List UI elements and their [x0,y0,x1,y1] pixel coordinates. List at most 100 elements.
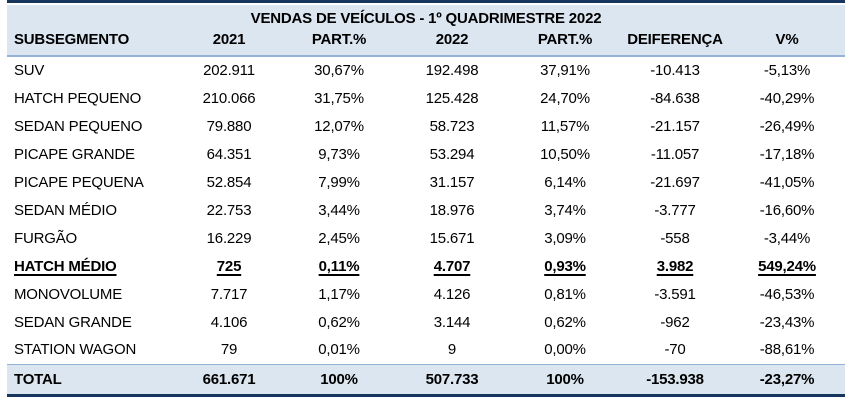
table-cell: 31,75% [283,84,395,112]
table-cell: -5,13% [729,56,846,84]
table-cell: 3,44% [283,196,395,224]
table-row: SUV 202.911 30,67% 192.498 37,91% -10.413 -5,1… [7,56,846,84]
table-cell: -21.157 [621,112,729,140]
total-cell: 507.733 [395,363,509,397]
table-cell: 18.976 [395,196,509,224]
table-row: FURGÃO 16.229 2,45% 15.671 3,09% -558 -3,44% [7,224,846,252]
table-body: SUV 202.911 30,67% 192.498 37,91% -10.413 -5,1… [7,56,846,364]
table-title: VENDAS DE VEÍCULOS - 1º QUADRIMESTRE 202… [7,5,846,28]
column-header-2: PART.% [283,28,395,57]
table-cell: 0,11% [283,252,395,280]
row-label: HATCH MÉDIO [7,252,175,280]
table-cell: 52.854 [175,168,283,196]
vehicle-sales-table: VENDAS DE VEÍCULOS - 1º QUADRIMESTRE 202… [7,0,846,397]
table-row: HATCH MÉDIO 725 0,11% 4.707 0,93% 3.982 549,24… [7,252,846,280]
table-cell: 2,45% [283,224,395,252]
column-header-5: DEIFERENÇA [621,28,729,57]
table-cell: 79.880 [175,112,283,140]
table-cell: 6,14% [509,168,621,196]
row-label: PICAPE PEQUENA [7,168,175,196]
table-cell: 10,50% [509,140,621,168]
table-cell: 1,17% [283,280,395,308]
table-cell: 3.144 [395,308,509,336]
table-cell: 0,81% [509,280,621,308]
table-cell: -40,29% [729,84,846,112]
row-label: SEDAN GRANDE [7,308,175,336]
total-cell: 100% [283,363,395,397]
table-cell: 64.351 [175,140,283,168]
table-cell: 16.229 [175,224,283,252]
table-cell: -3.591 [621,280,729,308]
table-cell: 22.753 [175,196,283,224]
table-row: HATCH PEQUENO 210.066 31,75% 125.428 24,70% -… [7,84,846,112]
table-cell: 3,09% [509,224,621,252]
column-header-6: V% [729,28,846,57]
table-cell: 725 [175,252,283,280]
table-cell: -10.413 [621,56,729,84]
table-cell: 58.723 [395,112,509,140]
row-label: HATCH PEQUENO [7,84,175,112]
table-cell: 53.294 [395,140,509,168]
row-label: SUV [7,56,175,84]
column-header-4: PART.% [509,28,621,57]
total-cell: -153.938 [621,363,729,397]
table-cell: 0,93% [509,252,621,280]
table-cell: -70 [621,336,729,364]
table-cell: 0,62% [283,308,395,336]
table-cell: 549,24% [729,252,846,280]
table-cell: -11.057 [621,140,729,168]
row-label: PICAPE GRANDE [7,140,175,168]
total-row: TOTAL 661.671 100% 507.733 100% -153.938 -23,2… [7,363,846,397]
table-top-border [7,0,845,3]
table-cell: 9 [395,336,509,364]
table-cell: 7,99% [283,168,395,196]
table-cell: 31.157 [395,168,509,196]
table-cell: 210.066 [175,84,283,112]
table-cell: -3,44% [729,224,846,252]
total-label: TOTAL [7,363,175,397]
row-label: SEDAN PEQUENO [7,112,175,140]
table-cell: -84.638 [621,84,729,112]
table-cell: -88,61% [729,336,846,364]
table-row: SEDAN MÉDIO 22.753 3,44% 18.976 3,74% -3.777-… [7,196,846,224]
table-cell: 9,73% [283,140,395,168]
column-header-row: SUBSEGMENTO 2021 PART.% 2022 PART.% DEIFERENÇ… [7,28,846,57]
table-cell: -17,18% [729,140,846,168]
table-foot: TOTAL 661.671 100% 507.733 100% -153.938 -23,2… [7,363,846,397]
total-cell: 100% [509,363,621,397]
table-row: STATION WAGON 79 0,01% 9 0,00% -70 -88,61% [7,336,846,364]
column-header-3: 2022 [395,28,509,57]
table-cell: 0,01% [283,336,395,364]
table-row: PICAPE GRANDE 64.351 9,73% 53.294 10,50% -11.… [7,140,846,168]
table-cell: -41,05% [729,168,846,196]
table-cell: 4.126 [395,280,509,308]
row-label: SEDAN MÉDIO [7,196,175,224]
table-row: SEDAN GRANDE 4.106 0,62% 3.144 0,62% -962 -23,… [7,308,846,336]
title-row: VENDAS DE VEÍCULOS - 1º QUADRIMESTRE 202… [7,5,846,28]
table-row: MONOVOLUME 7.717 1,17% 4.126 0,81% -3.591 -46,… [7,280,846,308]
table-cell: -962 [621,308,729,336]
table-cell: 15.671 [395,224,509,252]
table-cell: -558 [621,224,729,252]
total-cell: -23,27% [729,363,846,397]
table-row: PICAPE PEQUENA 52.854 7,99% 31.157 6,14% -21.… [7,168,846,196]
table-cell: -3.777 [621,196,729,224]
table-cell: 24,70% [509,84,621,112]
table-cell: 3,74% [509,196,621,224]
table-cell: 192.498 [395,56,509,84]
table-cell: -16,60% [729,196,846,224]
table-cell: 0,00% [509,336,621,364]
table-head: VENDAS DE VEÍCULOS - 1º QUADRIMESTRE 202… [7,5,846,57]
table-cell: 79 [175,336,283,364]
table-cell: 7.717 [175,280,283,308]
column-header-1: 2021 [175,28,283,57]
table-cell: 3.982 [621,252,729,280]
table-cell: -21.697 [621,168,729,196]
table-cell: 125.428 [395,84,509,112]
table-cell: 202.911 [175,56,283,84]
table-cell: 12,07% [283,112,395,140]
column-header-0: SUBSEGMENTO [7,28,175,57]
table-cell: 4.707 [395,252,509,280]
table-cell: 11,57% [509,112,621,140]
